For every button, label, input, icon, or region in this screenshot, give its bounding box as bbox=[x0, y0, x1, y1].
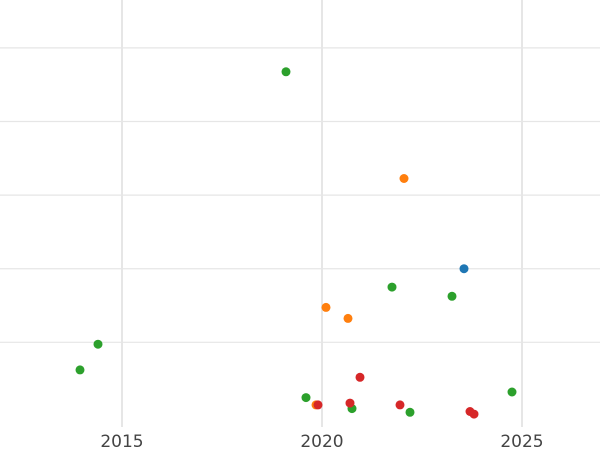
data-point-series-3-0 bbox=[355, 372, 365, 382]
data-point-series-0-0 bbox=[459, 264, 469, 274]
data-point-series-1-2 bbox=[343, 313, 353, 323]
points-layer bbox=[75, 67, 517, 419]
grid-layer bbox=[0, 0, 600, 427]
data-point-series-2-5 bbox=[301, 393, 311, 403]
data-point-series-1-1 bbox=[321, 302, 331, 312]
data-point-series-2-8 bbox=[507, 387, 517, 397]
data-point-series-3-5 bbox=[469, 409, 479, 419]
data-point-series-3-3 bbox=[395, 400, 405, 410]
x-tick-label-2: 2025 bbox=[500, 432, 543, 450]
data-point-series-1-0 bbox=[399, 174, 409, 183]
data-point-series-3-2 bbox=[345, 398, 355, 408]
data-point-series-2-7 bbox=[405, 407, 415, 417]
data-point-series-2-4 bbox=[75, 365, 85, 375]
data-point-series-2-0 bbox=[281, 67, 291, 77]
data-point-series-2-1 bbox=[387, 282, 397, 292]
data-point-series-2-2 bbox=[447, 291, 457, 301]
x-tick-labels: 2015 2020 2025 bbox=[100, 432, 543, 450]
data-point-series-3-1 bbox=[313, 400, 323, 410]
data-point-series-2-3 bbox=[93, 339, 103, 349]
x-tick-label-0: 2015 bbox=[100, 432, 143, 450]
x-tick-label-1: 2020 bbox=[300, 432, 343, 450]
